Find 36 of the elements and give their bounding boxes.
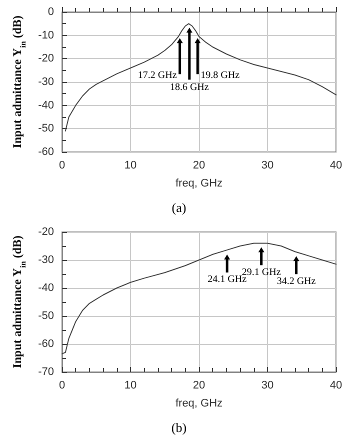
- x-tick-label: 30: [261, 160, 274, 172]
- y-tick-label: 0: [48, 6, 54, 18]
- line-series: [62, 242, 336, 354]
- line-series: [64, 23, 336, 132]
- y-tick-label: -20: [38, 226, 54, 238]
- y-tick-label: -60: [38, 146, 54, 158]
- x-tick-label: 40: [330, 380, 342, 392]
- x-tick-label: 0: [58, 380, 66, 392]
- y-tick-label: -40: [38, 99, 54, 112]
- x-tick-label: 40: [330, 160, 342, 172]
- y-tick-label: -20: [38, 52, 54, 65]
- y-tick-label: -60: [38, 338, 54, 350]
- text: (b): [170, 420, 188, 436]
- x-tick-label: 20: [192, 380, 206, 392]
- x-axis-title: freq, GHz: [175, 178, 223, 190]
- annotation: 24.1 GHz: [208, 274, 247, 286]
- annotation: 34.2 GHz: [276, 276, 316, 288]
- y-tick-label: -30: [38, 254, 54, 266]
- y-tick-label: -50: [38, 122, 54, 135]
- annotation: 17.2 GHz: [138, 70, 177, 82]
- y-tick-label: -70: [38, 366, 54, 378]
- y-tick-label: -10: [38, 29, 54, 42]
- x-tick-label: 30: [261, 380, 274, 392]
- y-axis-title: Input admittance Yin (dB): [10, 15, 28, 148]
- text: (a): [170, 200, 188, 216]
- y-tick-label: -30: [38, 76, 54, 88]
- x-axis-title: freq, GHz: [175, 398, 223, 410]
- annotation: 18.6 GHz: [170, 82, 209, 93]
- x-tick-label: 10: [124, 380, 137, 392]
- y-axis-title: Input admittance Yin (dB): [10, 235, 28, 368]
- x-tick-label: 0: [58, 160, 66, 172]
- x-tick-label: 20: [192, 160, 206, 172]
- x-tick-label: 10: [124, 160, 137, 172]
- y-tick-label: -50: [38, 310, 54, 322]
- y-tick-label: -40: [38, 282, 54, 294]
- annotation: 19.8 GHz: [200, 70, 240, 82]
